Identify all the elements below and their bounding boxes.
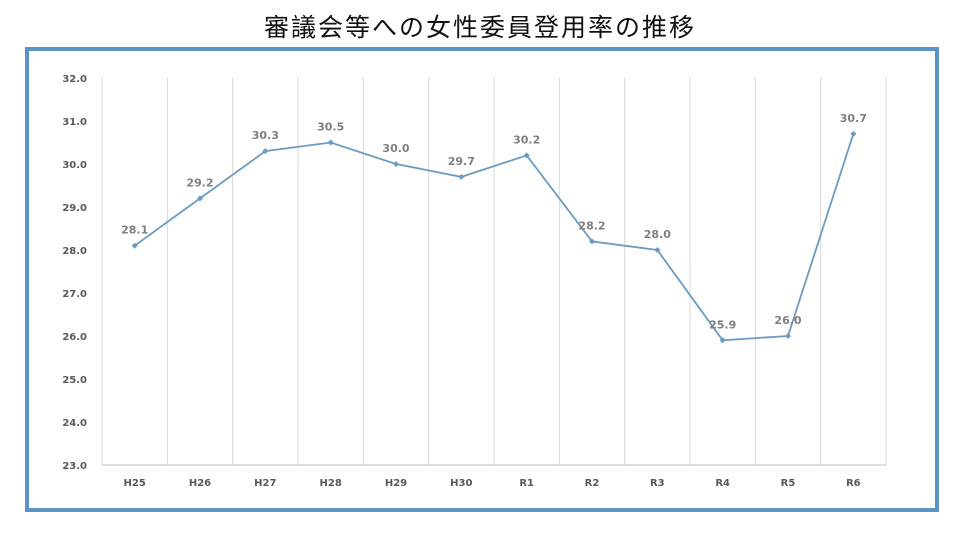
y-tick-label: 28.0 [62,246,87,257]
data-label: 26.0 [774,314,801,327]
data-label: 28.0 [644,228,671,241]
x-tick-label: H26 [189,478,211,489]
data-point-marker [654,247,661,253]
data-label: 29.2 [186,176,213,189]
y-tick-label: 31.0 [62,117,87,128]
data-point-marker [131,242,138,249]
data-label: 30.2 [513,133,540,146]
y-tick-label: 24.0 [62,418,87,429]
x-tick-label: H25 [124,478,146,489]
data-label: 25.9 [709,318,736,331]
data-point-marker [785,333,791,339]
x-tick-label: H29 [385,478,407,489]
data-label: 30.0 [382,142,409,155]
data-point-marker [850,130,857,137]
data-point-marker [197,195,203,202]
data-label: 30.7 [840,112,867,125]
page-title: 審議会等への女性委員登用率の推移 [263,13,696,42]
series-line [134,133,855,342]
y-tick-label: 27.0 [62,289,87,300]
y-tick-label: 23.0 [62,461,87,472]
x-tick-label: R2 [585,478,600,489]
y-tick-label: 29.0 [62,203,87,214]
x-tick-label: R4 [715,478,730,489]
data-point-marker [262,148,269,155]
x-tick-label: R3 [650,478,665,489]
y-tick-label: 25.0 [62,375,87,386]
data-point-marker [458,173,465,180]
data-label: 28.2 [578,219,605,232]
data-point-marker [589,238,595,245]
x-tick-label: H30 [450,478,472,489]
data-point-marker [719,337,726,344]
data-label: 30.5 [317,121,344,134]
y-tick-label: 26.0 [62,332,87,343]
data-label: 28.1 [121,224,148,237]
x-tick-label: R6 [846,478,861,489]
x-tick-label: R1 [519,478,534,489]
x-tick-label: H28 [320,478,342,489]
x-tick-label: R5 [781,478,796,489]
data-point-marker [327,139,334,146]
y-tick-label: 30.0 [62,160,87,171]
data-label: 29.7 [448,155,475,168]
data-point-marker [393,161,399,167]
chart-frame [25,47,939,512]
x-tick-label: H27 [254,478,276,489]
data-point-marker [523,152,530,159]
y-tick-label: 32.0 [62,74,87,85]
data-label: 30.3 [252,129,279,142]
